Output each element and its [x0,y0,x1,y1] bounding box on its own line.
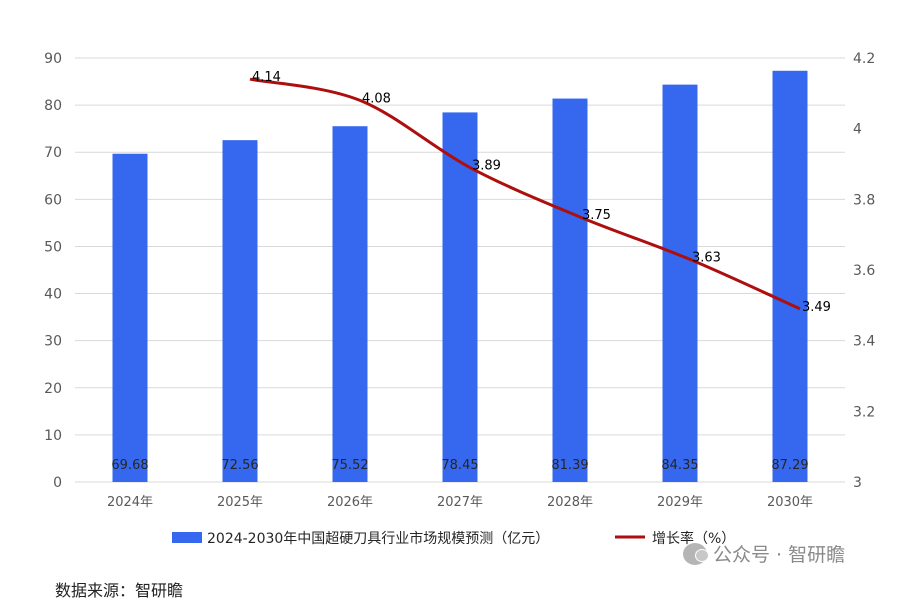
x-tick-label: 2025年 [217,495,263,510]
bar-data-label: 69.68 [111,458,148,473]
bar [112,153,148,482]
y-right-tick-label: 3.8 [853,192,875,208]
y-left-tick-label: 70 [44,145,62,161]
x-tick-label: 2026年 [327,495,373,510]
bar-data-label: 78.45 [441,458,478,473]
bar-data-label: 87.29 [771,458,808,473]
bar-data-label: 72.56 [221,458,258,473]
watermark-text: 公众号 · 智研瞻 [713,544,846,566]
y-right-tick-label: 3 [853,475,862,491]
y-right-tick-label: 3.2 [853,404,875,420]
legend-label-line: 增长率（%） [652,530,735,547]
legend-label-bar: 2024-2030年中国超硬刀具行业市场规模预测（亿元） [207,530,549,547]
legend-swatch-bar [172,532,202,543]
y-left-tick-label: 40 [44,287,62,303]
bar-data-label: 81.39 [551,458,588,473]
y-left-tick-label: 50 [44,239,62,255]
bar [222,140,258,482]
line-data-label: 3.75 [582,208,611,223]
y-right-tick-label: 3.4 [853,334,875,350]
bar [552,98,588,482]
wechat-icon [683,542,709,565]
y-right-tick-label: 4 [853,122,862,138]
bar [332,126,368,482]
labels: 69.68 72.56 75.52 78.45 81.39 84.35 87.29 4.14 4… [111,70,831,473]
line-data-label: 4.14 [252,70,281,85]
line-data-label: 3.49 [802,300,831,315]
y-right-tick-label: 3.6 [853,263,875,279]
source-note: 数据来源：智研瞻 [55,581,184,600]
bars [112,70,808,483]
bar [662,84,698,483]
x-tick-label: 2029年 [657,495,703,510]
x-tick-label: 2028年 [547,495,593,510]
y-left-tick-label: 30 [44,334,62,350]
watermark: 公众号 · 智研瞻 [683,540,845,567]
x-tick-label: 2024年 [107,495,153,510]
y-left-tick-label: 20 [44,381,62,397]
line-data-label: 4.08 [362,91,391,106]
line-data-label: 3.89 [472,159,501,174]
y-left-tick-label: 90 [44,51,62,67]
legend: 2024-2030年中国超硬刀具行业市场规模预测（亿元） 增长率（%） [172,530,735,547]
y-left-tick-label: 80 [44,98,62,114]
line-data-label: 3.63 [692,250,721,265]
bar-data-label: 84.35 [661,458,698,473]
y-right-tick-label: 4.2 [853,51,875,67]
y-left-tick-label: 0 [53,475,62,491]
axes: 0 10 20 30 40 50 60 70 80 90 3 3.2 3.4 3.6 3.8 4 4.2 2024… [44,51,875,510]
bar [772,70,808,482]
x-tick-label: 2027年 [437,495,483,510]
growth-line-path [249,77,801,311]
bar-data-label: 75.52 [331,458,368,473]
y-left-tick-label: 10 [44,428,62,444]
bar [442,112,478,482]
x-tick-label: 2030年 [767,495,813,510]
y-left-tick-label: 60 [44,192,62,208]
growth-line [249,77,801,311]
